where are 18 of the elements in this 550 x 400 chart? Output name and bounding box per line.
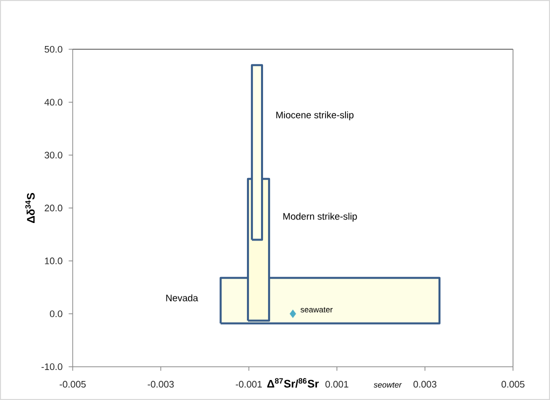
y-axis-title: Δδ$^{34}$S [25, 193, 35, 223]
y-tick-label: 30.0 [44, 152, 62, 158]
x-tick-label: -0.001 [236, 380, 262, 388]
x-tick-label: 0.001 [325, 380, 348, 388]
x-tick-label: 0.003 [413, 380, 436, 388]
x-tick-label: 0.005 [502, 380, 524, 388]
y-tick-label: 20.0 [44, 204, 62, 212]
y-tick-label: 0.0 [50, 310, 62, 318]
series-label: Miocene strike-slip [276, 111, 354, 120]
x-axis-title: Δ$^{87}$Sr/$^{86}$Sr [267, 378, 319, 388]
y-tick-label: -10.0 [42, 363, 62, 370]
text: Nevada [166, 294, 198, 302]
series-label: Modern strike-slip [283, 212, 357, 222]
y-tick-label: 10.0 [44, 258, 62, 264]
y-tick-label: 40.0 [44, 98, 62, 106]
x-tick-label: -0.005 [60, 380, 86, 388]
y-tick-label: 50.0 [44, 46, 62, 53]
x-tick-label: -0.003 [148, 380, 174, 388]
